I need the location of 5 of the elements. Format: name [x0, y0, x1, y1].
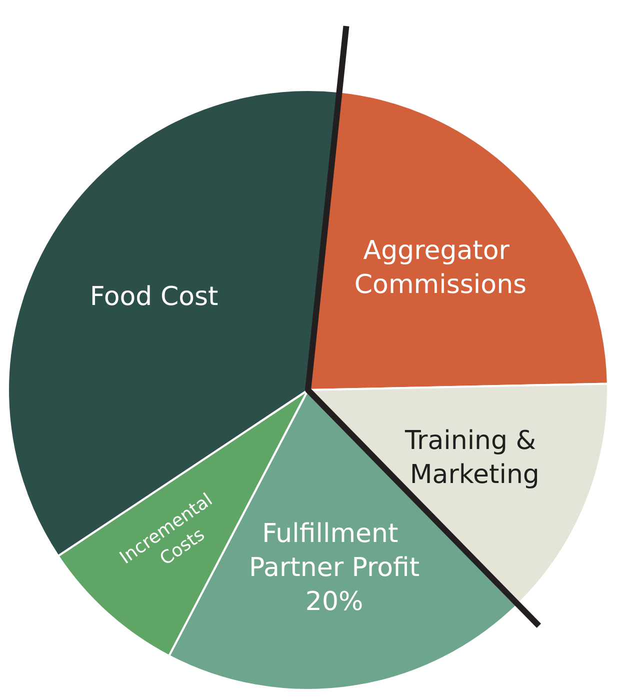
slice-label: Aggregator Commissions [354, 236, 527, 300]
data-label: 20% [305, 587, 364, 618]
slice-label: Food Cost [90, 282, 218, 312]
slice-label: Fulfillment Partner Profit [249, 519, 420, 584]
slice-label: Training & Marketing [404, 426, 544, 490]
